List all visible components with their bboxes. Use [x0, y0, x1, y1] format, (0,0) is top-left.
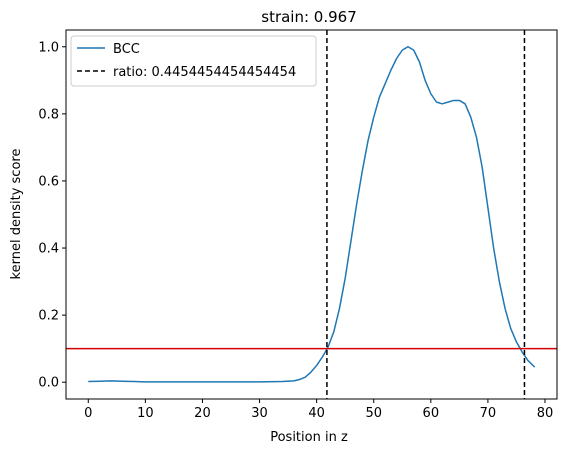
- x-tick-label: 70: [480, 406, 497, 421]
- y-tick-label: 0.2: [38, 309, 59, 324]
- x-tick-label: 0: [84, 406, 92, 421]
- plot-area: [66, 30, 557, 399]
- chart-title: strain: 0.967: [261, 8, 357, 26]
- y-axis-label: kernel density score: [9, 149, 24, 280]
- y-tick-label: 0.8: [38, 107, 59, 122]
- legend: BCC ratio: 0.4454454454454454: [70, 35, 317, 87]
- y-tick-label: 1.0: [38, 40, 59, 55]
- series-line-bcc: [88, 46, 536, 383]
- plot-frame: [65, 29, 558, 400]
- x-tick-label: 60: [423, 406, 440, 421]
- legend-label-ratio: ratio: 0.4454454454454454: [113, 65, 296, 80]
- x-tick-label: 30: [251, 406, 268, 421]
- x-axis-label: Position in z: [270, 430, 348, 445]
- y-tick-label: 0.6: [38, 174, 59, 189]
- x-tick-label: 20: [194, 406, 211, 421]
- x-tick-label: 40: [308, 406, 325, 421]
- y-axis-ticks: 0.0 0.2 0.4 0.6 0.8 1.0: [38, 40, 66, 391]
- legend-label-bcc: BCC: [113, 42, 140, 57]
- x-tick-label: 80: [537, 406, 554, 421]
- y-tick-label: 0.4: [38, 242, 59, 257]
- x-tick-label: 10: [137, 406, 154, 421]
- y-tick-label: 0.0: [38, 376, 59, 391]
- legend-box: [70, 35, 317, 87]
- x-tick-label: 50: [365, 406, 382, 421]
- x-axis-ticks: 0 10 20 30 40 50 60 70 80: [84, 399, 553, 421]
